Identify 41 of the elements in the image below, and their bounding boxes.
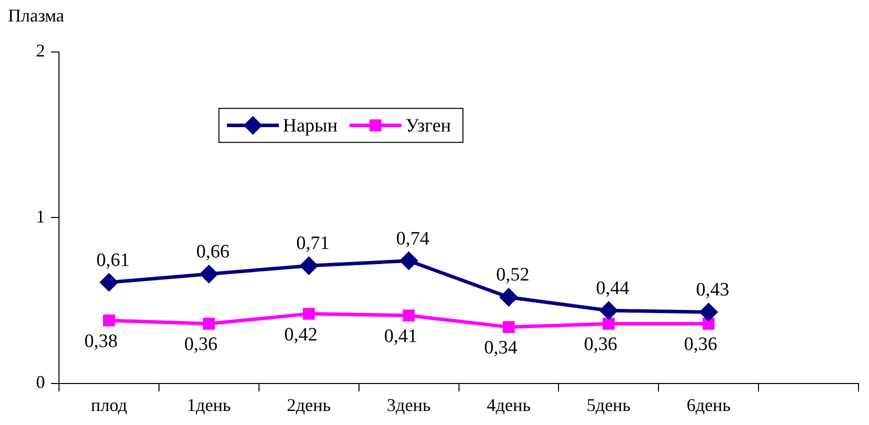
data-label: 0,38: [84, 330, 118, 352]
x-tick-label: 1день: [186, 394, 231, 415]
point: [700, 303, 718, 321]
data-label: 0,36: [184, 334, 218, 356]
data-label: 0,71: [296, 233, 330, 254]
point: [600, 302, 618, 320]
y-axis-title: Плазма: [8, 6, 64, 26]
y-tick-label: 2: [36, 40, 45, 61]
data-label: 0,34: [484, 338, 518, 359]
x-tick-label: 2день: [286, 394, 331, 415]
x-tick-label: 4день: [486, 394, 531, 415]
point: [300, 257, 318, 275]
point: [402, 309, 415, 322]
legend-label: Узген: [405, 115, 451, 136]
data-label: 0,44: [596, 278, 630, 299]
point: [302, 308, 315, 320]
point: [500, 288, 518, 306]
x-tick-label: 6день: [686, 394, 731, 415]
y-tick-label: 0: [36, 372, 45, 392]
point: [400, 252, 418, 270]
legend-label: Нарын: [282, 115, 338, 136]
point: [502, 321, 515, 334]
point: [102, 314, 115, 326]
data-label: 0,61: [96, 250, 130, 271]
data-label: 0,43: [696, 280, 730, 301]
point: [100, 274, 118, 292]
x-tick-label: 3день: [386, 394, 431, 415]
data-label: 0,52: [496, 264, 530, 286]
point: [202, 318, 215, 330]
data-label: 0,41: [384, 326, 418, 347]
data-label: 0,36: [584, 334, 618, 356]
data-label: 0,36: [684, 334, 718, 356]
data-label: 0,42: [284, 324, 318, 346]
point: [200, 265, 218, 283]
y-tick-label: 1: [36, 206, 45, 226]
data-label: 0,66: [196, 242, 230, 263]
point: [702, 318, 715, 330]
x-tick-label: 5день: [586, 394, 631, 415]
data-label: 0,74: [396, 228, 430, 250]
point: [602, 318, 615, 330]
x-tick-label: плод: [90, 394, 128, 415]
